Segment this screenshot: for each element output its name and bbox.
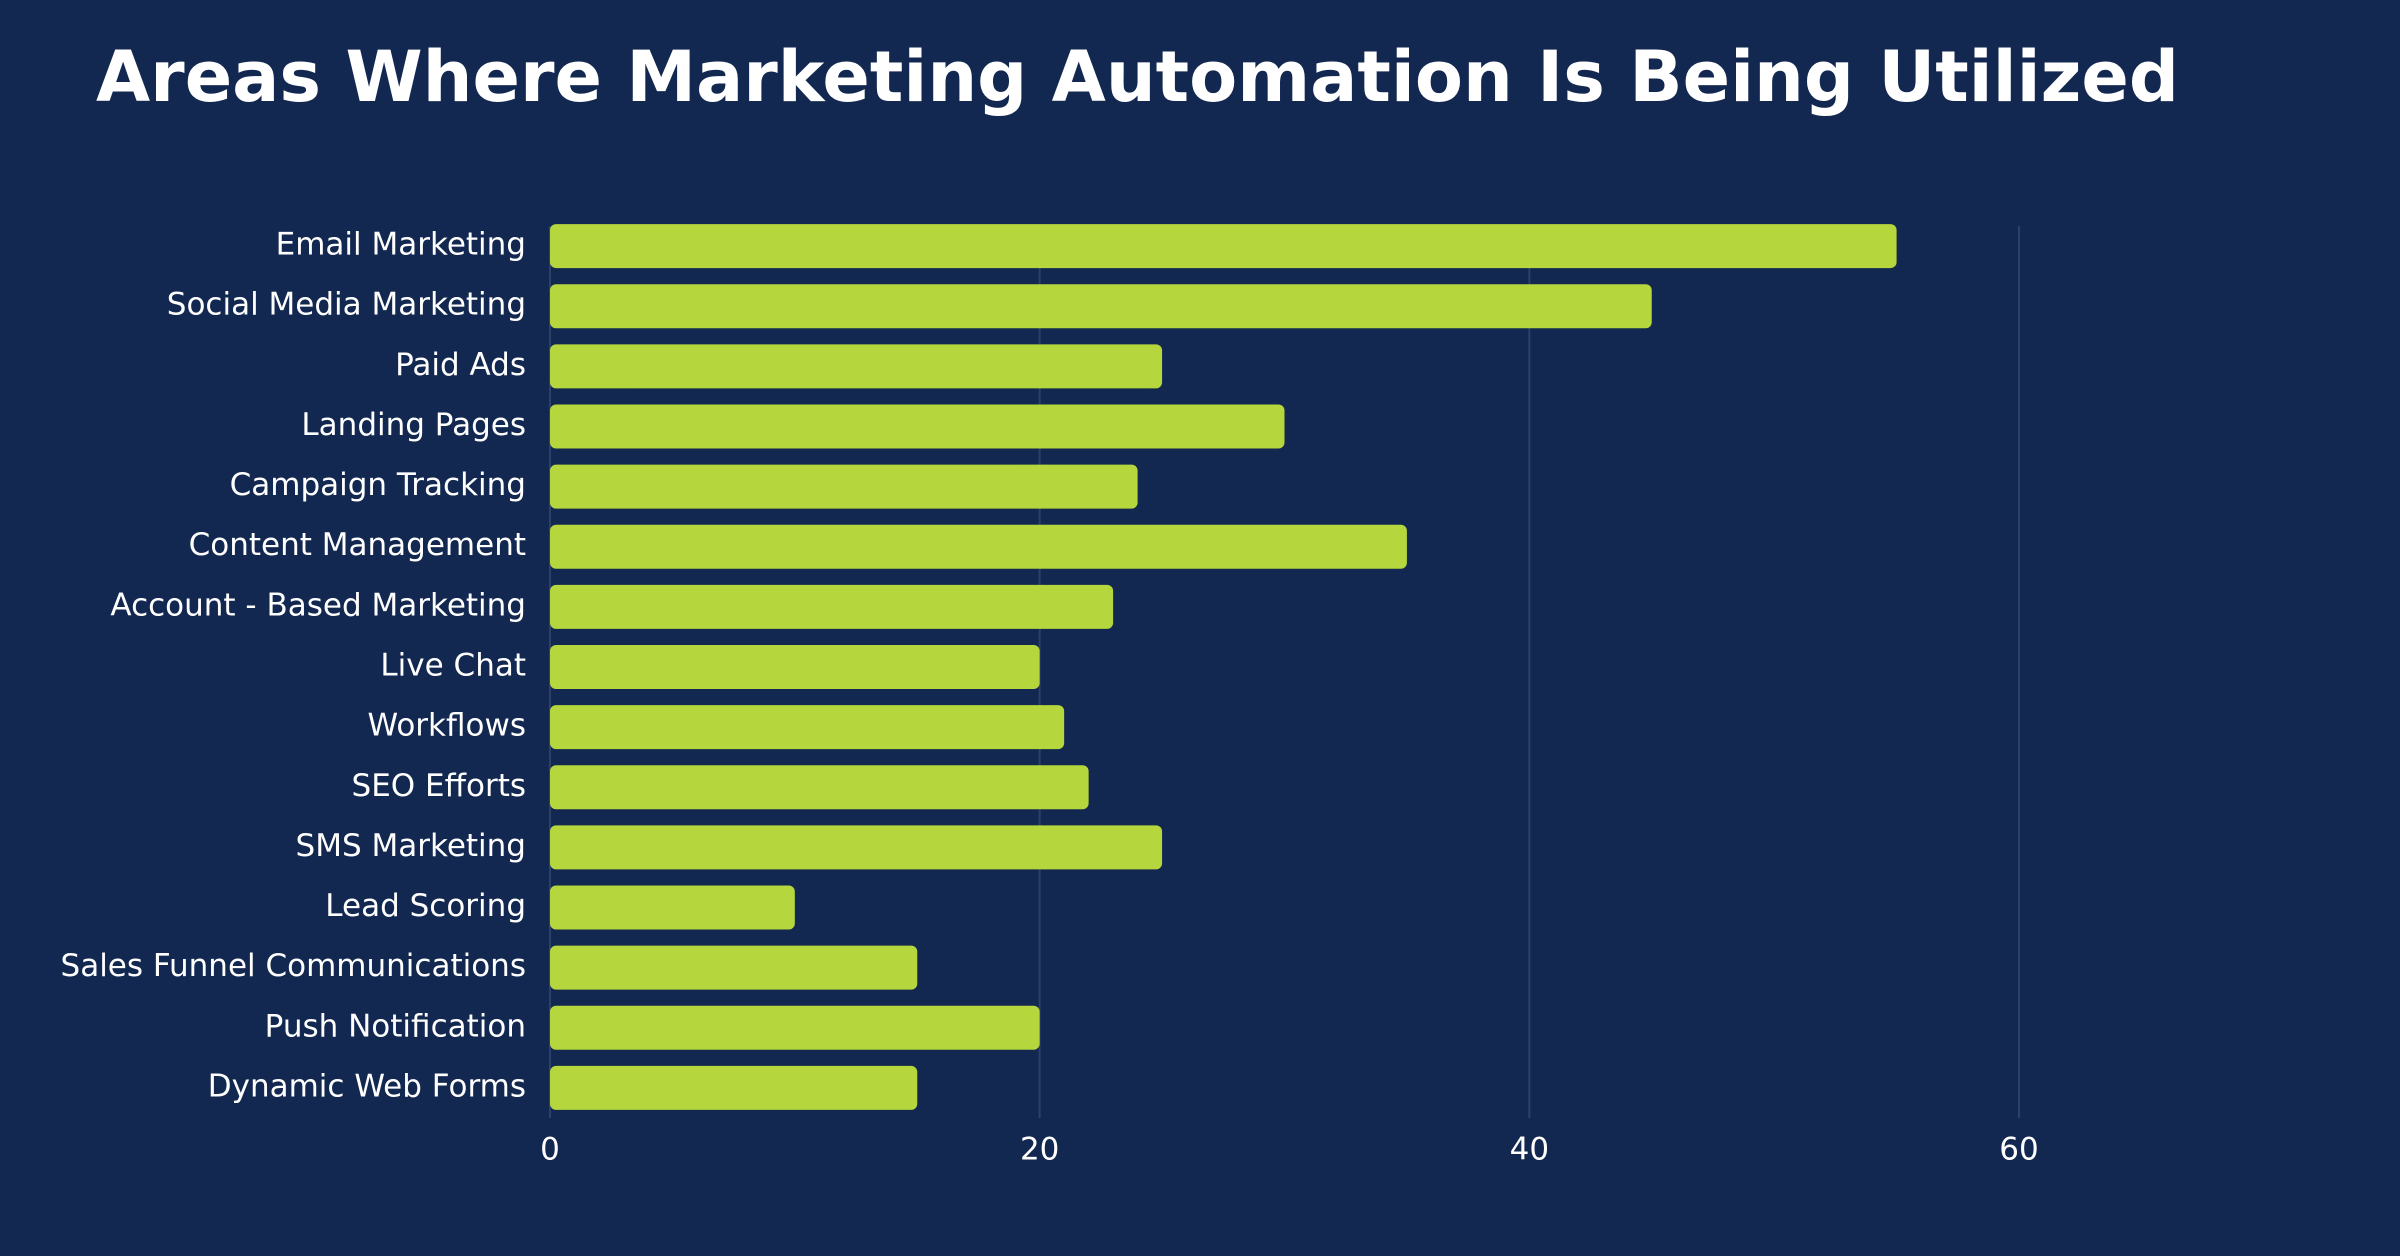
y-tick-label: Landing Pages: [301, 407, 526, 443]
y-tick-label: Workflows: [368, 708, 527, 744]
y-tick-label: Social Media Marketing: [167, 287, 526, 323]
bar: [550, 705, 1065, 750]
y-tick-label: Content Management: [189, 527, 526, 563]
y-tick-label: Sales Funnel Communications: [61, 948, 526, 984]
chart-title: Areas Where Marketing Automation Is Bein…: [96, 36, 2179, 118]
bar: [550, 464, 1138, 509]
x-tick-label: 20: [1020, 1132, 1059, 1168]
x-tick-label: 40: [1510, 1132, 1549, 1168]
y-tick-label: Paid Ads: [395, 347, 526, 383]
y-tick-label: Account - Based Marketing: [110, 587, 526, 623]
y-tick-label: SEO Efforts: [352, 768, 526, 804]
y-tick-label: SMS Marketing: [296, 828, 526, 864]
y-tick-label: Campaign Tracking: [230, 467, 526, 503]
bar: [550, 584, 1114, 629]
x-tick-label: 0: [540, 1132, 560, 1168]
bar: [550, 645, 1040, 689]
bar: [550, 885, 795, 930]
y-tick-label: Email Marketing: [276, 227, 526, 263]
bar: [550, 524, 1407, 569]
x-tick-label: 60: [1999, 1132, 2038, 1168]
bar: [550, 1005, 1040, 1050]
bar: [550, 765, 1089, 810]
bar: [550, 224, 1897, 269]
y-tick-label: Dynamic Web Forms: [208, 1068, 526, 1104]
y-tick-label: Live Chat: [380, 648, 526, 684]
bar: [550, 1065, 918, 1110]
bar: [550, 404, 1285, 449]
bar: [550, 825, 1163, 870]
bar: [550, 284, 1652, 329]
y-tick-label: Push Notification: [265, 1008, 526, 1044]
bar: [550, 945, 918, 990]
bar: [550, 344, 1163, 389]
y-tick-label: Lead Scoring: [325, 888, 526, 924]
